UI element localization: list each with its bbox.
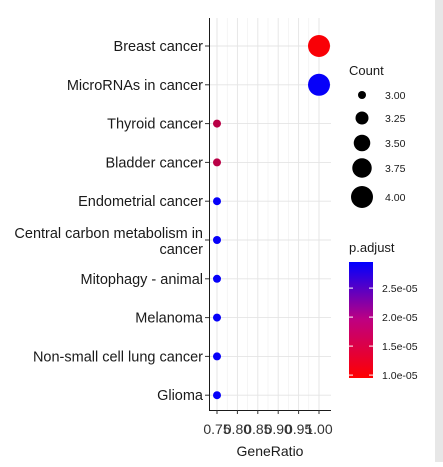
data-point xyxy=(213,352,221,361)
count-legend-label: 3.50 xyxy=(385,138,406,150)
y-ticks: Breast cancer MicroRNAs in cancer Thyroid … xyxy=(14,39,209,404)
data-point xyxy=(213,197,221,206)
p-adjust-legend-label: 2.5e-05 xyxy=(382,283,418,295)
data-point xyxy=(308,73,330,96)
p-adjust-legend-label: 2.0e-05 xyxy=(382,312,418,324)
x-tick-label: 0.90 xyxy=(265,421,292,437)
data-point xyxy=(213,236,221,244)
y-tick-label: Mitophagy - animal xyxy=(81,272,204,288)
p-adjust-legend-title: p.adjust xyxy=(349,240,395,255)
count-legend-label: 3.00 xyxy=(385,90,406,102)
count-legend-key xyxy=(358,91,366,99)
data-point xyxy=(213,119,221,128)
y-tick-label: Breast cancer xyxy=(114,39,204,55)
data-point xyxy=(308,35,330,57)
p-adjust-colorbar xyxy=(349,262,373,378)
y-tick-label: Thyroid cancer xyxy=(107,117,203,133)
window-edge xyxy=(435,0,443,462)
y-tick-label: Non-small cell lung cancer xyxy=(33,349,203,365)
count-legend-label: 3.25 xyxy=(385,113,406,125)
y-tick-label: Glioma xyxy=(157,388,204,404)
dot-plot: Breast cancer MicroRNAs in cancer Thyroid … xyxy=(14,18,418,459)
y-tick-label: Melanoma xyxy=(135,311,204,327)
x-tick-label: 0.80 xyxy=(224,421,251,437)
data-point xyxy=(213,274,221,283)
y-tick-label: Endometrial cancer xyxy=(78,194,203,210)
x-ticks: 0.750.800.850.900.951.00 xyxy=(203,410,333,437)
x-tick-label: 1.00 xyxy=(305,421,332,437)
data-point xyxy=(213,313,221,322)
x-tick-label: 0.85 xyxy=(244,421,271,437)
p-adjust-legend-label: 1.0e-05 xyxy=(382,370,418,382)
data-point xyxy=(213,391,221,400)
count-legend: Count 3.00 3.25 3.50 3.75 4.00 xyxy=(349,63,406,208)
grid xyxy=(209,18,331,410)
x-tick-label: 0.95 xyxy=(285,421,312,437)
y-tick-label: Central carbon metabolism in cancer xyxy=(14,226,203,258)
count-legend-label: 4.00 xyxy=(385,192,406,204)
p-adjust-legend-label: 1.5e-05 xyxy=(382,341,418,353)
data-point xyxy=(213,158,221,167)
y-tick-label: MicroRNAs in cancer xyxy=(67,78,203,94)
y-tick-label: Bladder cancer xyxy=(105,155,203,171)
x-axis-title: GeneRatio xyxy=(237,443,304,459)
count-legend-key xyxy=(351,186,373,208)
count-legend-label: 3.75 xyxy=(385,163,406,175)
data-points xyxy=(213,35,330,400)
count-legend-key xyxy=(353,134,371,152)
count-legend-title: Count xyxy=(349,63,384,78)
count-legend-key xyxy=(352,158,372,178)
count-legend-key xyxy=(355,111,369,125)
p-adjust-legend: p.adjust 2.5e-05 2.0e-05 1.5e-05 1.0e-05 xyxy=(349,240,418,382)
x-tick-label: 0.75 xyxy=(203,421,230,437)
